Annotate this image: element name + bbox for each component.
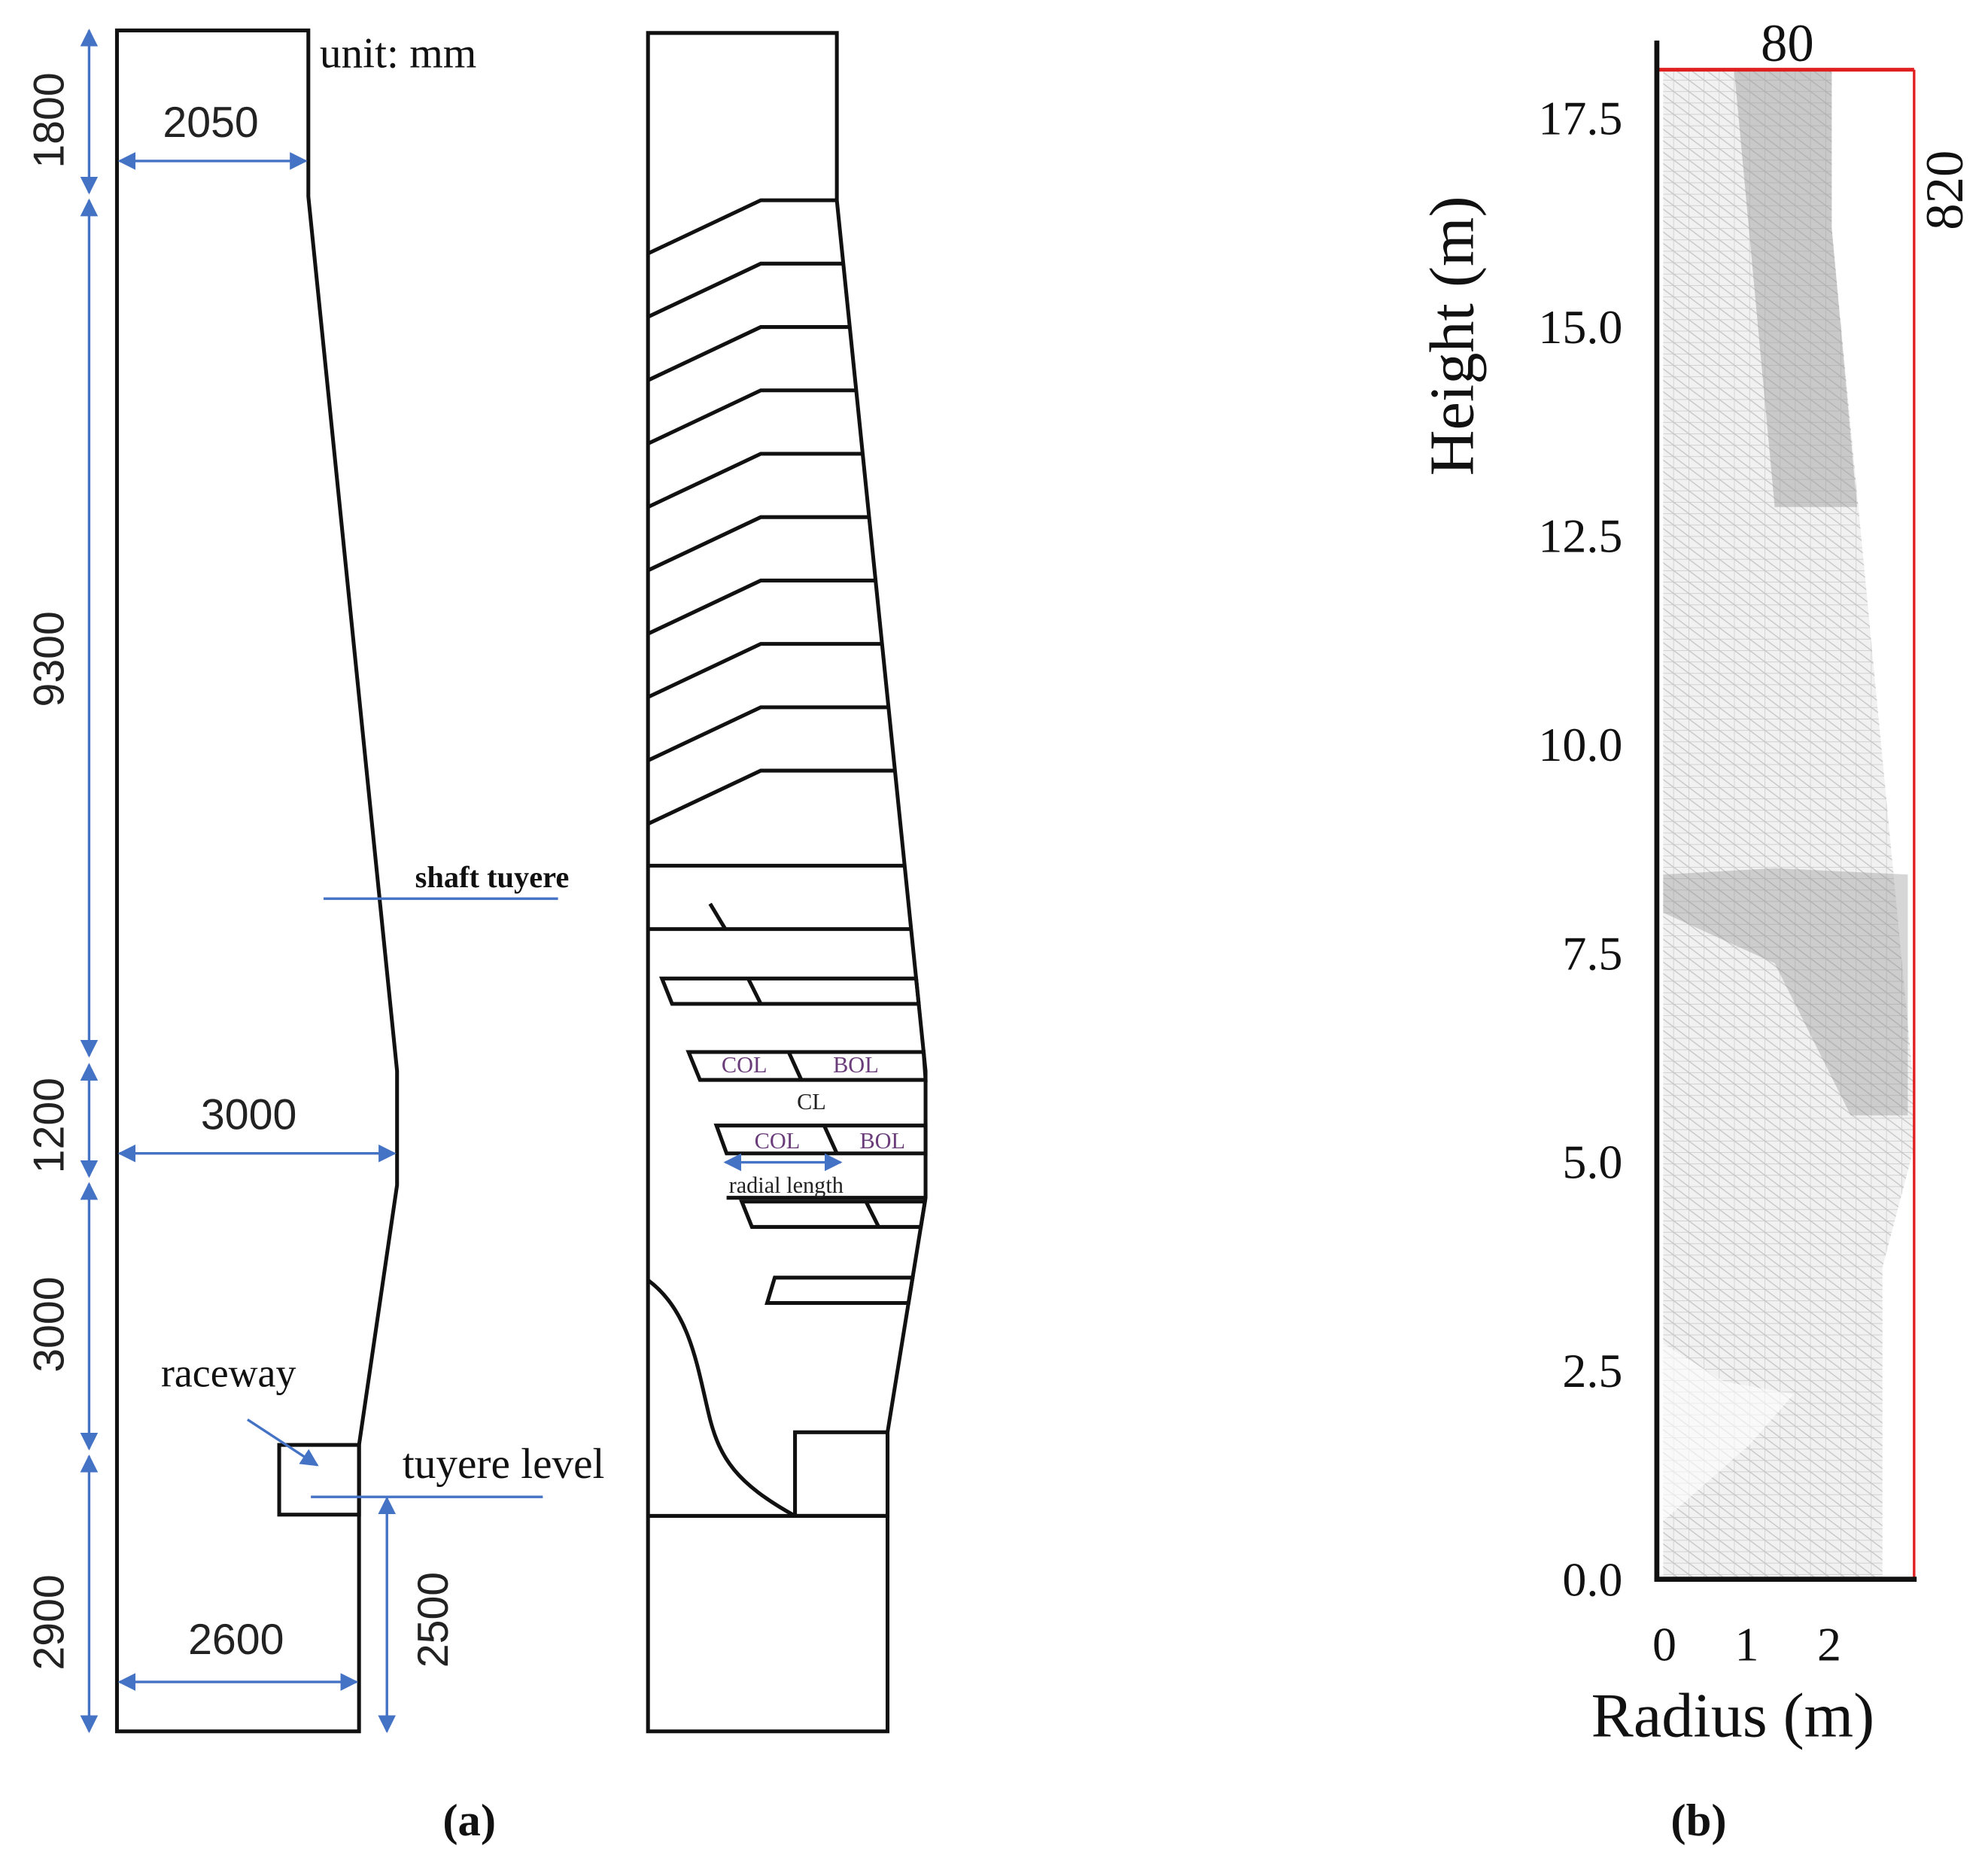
layer-label: COL	[722, 1052, 768, 1078]
furnace-outline	[114, 28, 400, 1734]
layer-boundary	[658, 976, 921, 1006]
dimension-label: 2600	[188, 1616, 284, 1664]
layer-boundary	[822, 1124, 839, 1154]
dimension-label: 3000	[26, 1276, 74, 1372]
layer-boundary	[764, 1276, 915, 1306]
y-tick-label: 17.5	[1538, 92, 1622, 145]
annotation: tuyere level	[403, 1440, 605, 1488]
layer-boundary	[647, 325, 850, 382]
mesh	[1663, 69, 1914, 1580]
dimension-label: 2500	[409, 1572, 457, 1668]
layer-boundary	[647, 452, 863, 509]
layer-label: BOL	[833, 1052, 879, 1078]
dimension-label: 2050	[163, 99, 258, 147]
layer-boundary	[713, 1124, 928, 1156]
layer-diagram	[646, 31, 928, 1734]
mesh-dense-region	[1734, 69, 1858, 507]
x-tick-label: 2	[1817, 1617, 1841, 1671]
dimension-arrows	[80, 29, 558, 1734]
y-tick-label: 15.0	[1538, 300, 1622, 354]
red-frame	[1656, 68, 1916, 1580]
dimension-label: 3000	[201, 1091, 296, 1139]
layer-boundary	[786, 1051, 804, 1081]
layer-boundary	[647, 642, 883, 699]
layer-label: BOL	[859, 1128, 905, 1154]
y-tick-label: 7.5	[1562, 926, 1622, 980]
x-tick-label: 1	[1734, 1617, 1758, 1671]
annotation: shaft tuyere	[415, 860, 570, 894]
layer-boundary	[647, 578, 876, 636]
layer-boundary	[746, 978, 763, 1005]
layer-label: radial length	[729, 1172, 844, 1198]
y-axis-label: Height (m)	[1418, 196, 1488, 476]
layer-boundary	[647, 388, 856, 445]
annotation: raceway	[161, 1351, 296, 1396]
x-tick-label: 0	[1652, 1617, 1676, 1671]
y-tick-label: 5.0	[1562, 1136, 1622, 1189]
dimension-label: 820	[1916, 151, 1974, 230]
unit-label: unit: mm	[320, 29, 476, 77]
dimension-label: 1200	[26, 1078, 74, 1173]
layer-boundary	[739, 1200, 928, 1229]
dimension-label: 1800	[26, 72, 74, 168]
caption: (b)	[1670, 1796, 1726, 1846]
caption: (a)	[442, 1796, 496, 1846]
dimension-label: 9300	[26, 611, 74, 707]
layer-label: CL	[797, 1089, 826, 1114]
y-tick-label: 0.0	[1562, 1553, 1622, 1607]
layer-boundary	[685, 1050, 928, 1082]
layer-boundary	[647, 705, 889, 762]
dimension-label: 80	[1761, 14, 1814, 73]
y-tick-label: 12.5	[1538, 509, 1622, 563]
layer-label: COL	[755, 1128, 801, 1154]
mesh-coarse-region	[1663, 1343, 1794, 1522]
layer-boundary	[864, 1200, 880, 1228]
x-axis-label: Radius (m)	[1591, 1681, 1875, 1751]
layer-boundary	[647, 198, 837, 256]
dimension-label: 2900	[26, 1574, 74, 1670]
y-tick-label: 10.0	[1538, 718, 1622, 771]
layer-boundary	[647, 261, 844, 319]
layer-boundary	[647, 768, 895, 826]
layer-boundary	[647, 515, 870, 573]
mesh-dense-region	[1663, 868, 1908, 1116]
y-tick-label: 2.5	[1562, 1344, 1622, 1397]
layer-boundary	[708, 902, 728, 930]
